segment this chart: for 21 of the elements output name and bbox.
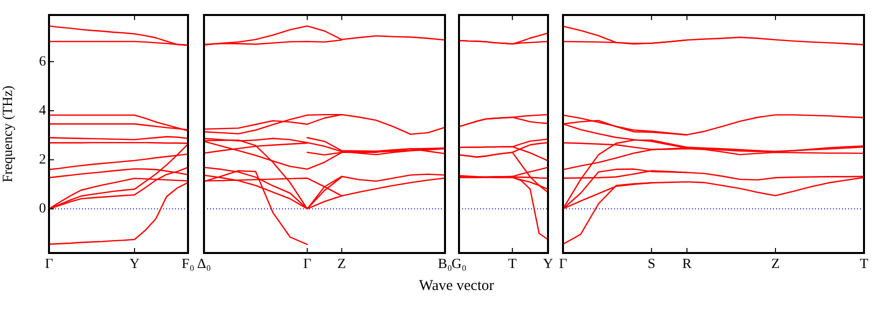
y-tick-label: 6 <box>39 54 46 70</box>
x-tick-label: Γ <box>558 257 568 272</box>
x-tick-label: G₀ <box>452 257 467 272</box>
x-tick-label: Z <box>337 257 346 272</box>
x-tick-label: Γ <box>303 257 312 272</box>
y-tick-label: 2 <box>39 152 46 168</box>
x-tick-label: Z <box>771 257 780 272</box>
x-tick-label: Y <box>129 257 140 272</box>
y-tick-label: 4 <box>39 103 46 118</box>
x-tick-label: T <box>860 257 869 272</box>
x-tick-label: F₀ <box>182 257 194 272</box>
y-axis-title: Frequency (THz) <box>1 85 16 182</box>
x-tick-label: S <box>648 257 656 272</box>
x-tick-label: R <box>682 257 692 272</box>
x-tick-label: Δ₀ <box>197 257 212 272</box>
x-tick-label: B₀ <box>438 257 452 272</box>
x-tick-label: Γ <box>44 257 54 272</box>
x-tick-label: Y <box>542 257 554 272</box>
y-tick-label: 0 <box>39 202 46 217</box>
x-tick-label: T <box>508 257 518 272</box>
x-axis-title: Wave vector <box>419 278 494 295</box>
